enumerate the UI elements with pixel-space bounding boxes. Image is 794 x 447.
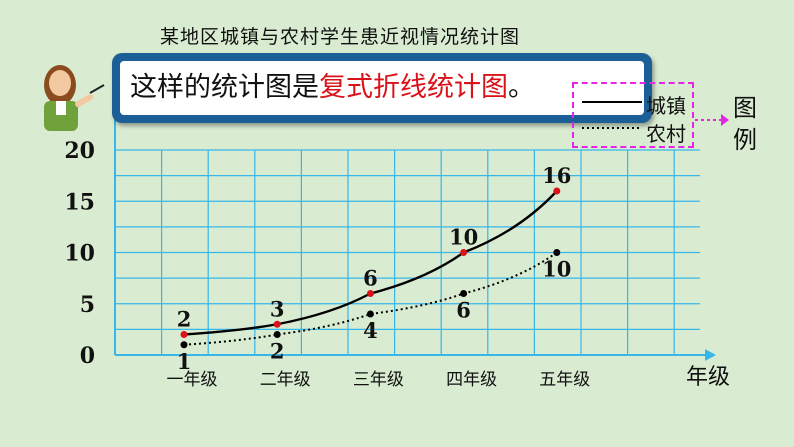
point-rural [366, 310, 374, 318]
x-tick-label: 二年级 [260, 370, 311, 390]
legend-arrow [695, 114, 729, 126]
y-tick-label: 20 [64, 138, 95, 164]
legend-label-rural: 农村 [646, 122, 686, 146]
labels-layer: 0 5 10 15 20 一年级 二年级 三年级 四年级 五年级 年级 1 2 4 6 10 2 3 6 10 16 [64, 138, 730, 390]
teacher-illustration [44, 65, 105, 131]
x-tick-label: 四年级 [446, 370, 497, 390]
callout-text: 这样的统计图是复式折线统计图。 [120, 61, 644, 115]
x-tick-label: 一年级 [167, 370, 218, 390]
callout-prefix: 这样的统计图是 [130, 72, 319, 103]
point-town [180, 331, 188, 338]
chart-title: 某地区城镇与农村学生患近视情况统计图 [160, 26, 521, 48]
data-label-town: 3 [270, 296, 285, 321]
data-label-rural: 2 [270, 339, 285, 364]
y-tick-label: 0 [80, 343, 95, 369]
point-rural [273, 331, 281, 338]
axes [114, 110, 716, 361]
data-label-rural: 10 [542, 257, 571, 282]
callout-box: 这样的统计图是复式折线统计图。 [112, 53, 652, 123]
callout-suffix: 。 [508, 72, 535, 103]
point-town [366, 290, 374, 297]
point-rural [180, 341, 188, 349]
y-tick-label: 15 [64, 189, 95, 215]
data-label-town: 6 [363, 266, 378, 291]
series-line-rural [183, 251, 558, 346]
data-label-town: 16 [542, 163, 571, 188]
callout-highlight: 复式折线统计图 [319, 72, 508, 103]
data-label-town: 10 [449, 225, 478, 250]
legend-label-town: 城镇 [646, 94, 686, 118]
point-rural [553, 249, 561, 256]
x-tick-label: 五年级 [539, 370, 590, 390]
y-tick-label: 5 [80, 292, 95, 318]
series-layer [180, 187, 561, 349]
x-tick-label: 三年级 [353, 370, 404, 390]
x-axis-arrow [705, 349, 716, 361]
point-rural [460, 290, 468, 297]
legend-heading: 图例 [733, 94, 757, 154]
y-tick-label: 10 [64, 241, 95, 267]
grid [115, 149, 700, 355]
legend-box: 城镇 农村 [572, 82, 694, 148]
point-town [460, 249, 468, 256]
point-town [553, 187, 561, 195]
data-label-rural: 6 [456, 298, 471, 323]
data-label-town: 2 [177, 307, 192, 332]
legend-swatches [582, 101, 642, 129]
point-town [273, 320, 281, 328]
x-axis-label: 年级 [686, 365, 730, 390]
data-label-rural: 4 [363, 318, 378, 343]
data-label-rural: 1 [177, 349, 192, 374]
